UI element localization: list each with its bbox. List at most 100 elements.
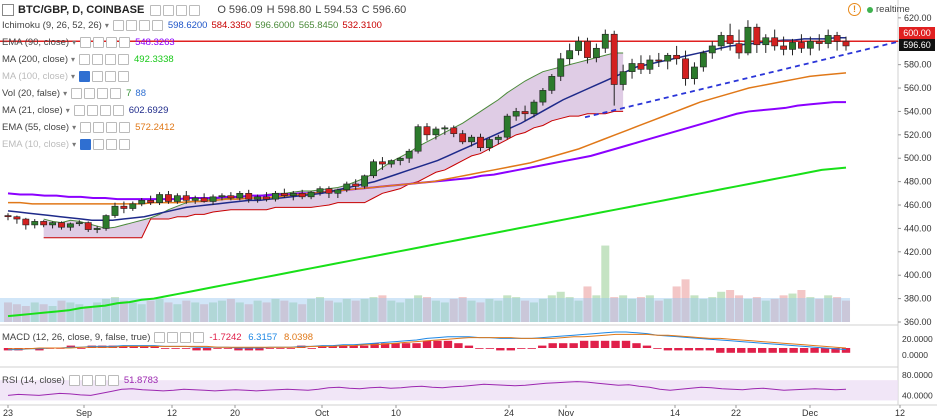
volume-bar <box>235 302 244 322</box>
settings-box-icon[interactable] <box>92 70 104 82</box>
settings-box-icon[interactable] <box>125 19 137 31</box>
settings-box-icon[interactable] <box>73 104 85 116</box>
candle-body <box>156 194 163 203</box>
volume-bar <box>601 245 610 322</box>
legend-row[interactable]: EMA (55, close) ▾ 572.2412 <box>2 120 179 134</box>
settings-box-icon[interactable] <box>97 87 109 99</box>
macd-histogram-bar <box>716 348 725 353</box>
legend-row[interactable]: Vol (20, false) ▾ 7 88 <box>2 86 150 100</box>
collapse-icon[interactable] <box>2 4 14 16</box>
settings-box-icon[interactable] <box>93 121 105 133</box>
candle-body <box>147 200 155 203</box>
volume-bar <box>209 302 218 322</box>
rsi-legend-buttons[interactable] <box>68 374 120 386</box>
legend-row[interactable]: MA (21, close) ▾ 602.6929 <box>2 103 172 117</box>
candle-body <box>637 63 645 70</box>
chevron-down-icon[interactable]: ▾ <box>65 105 70 115</box>
settings-box-icon[interactable] <box>112 104 124 116</box>
candle-body <box>263 196 270 200</box>
settings-box-icon[interactable] <box>105 70 117 82</box>
y-tick-label: 400.00 <box>904 270 932 280</box>
legend-row-buttons[interactable] <box>80 36 131 48</box>
candle-body <box>459 133 467 143</box>
volume-bar <box>289 302 298 322</box>
candle-body <box>503 115 511 138</box>
settings-box-icon[interactable] <box>71 87 83 99</box>
realtime-label: realtime <box>876 4 910 15</box>
chevron-down-icon[interactable]: ▾ <box>71 54 76 64</box>
settings-box-icon[interactable] <box>110 87 122 99</box>
settings-box-icon[interactable] <box>93 138 105 150</box>
macd-histogram-bar <box>464 345 474 348</box>
legend-row-buttons[interactable] <box>80 138 131 150</box>
candle-body <box>815 40 823 44</box>
settings-box-icon[interactable] <box>106 36 118 48</box>
eye-icon[interactable] <box>79 70 91 82</box>
chevron-down-icon[interactable]: ▾ <box>104 20 109 30</box>
legend-row-name: EMA (90, close) <box>2 36 70 48</box>
candle-body <box>31 221 39 226</box>
volume-bar <box>110 297 119 322</box>
settings-box-icon[interactable] <box>79 53 91 65</box>
candle-body <box>735 43 743 54</box>
settings-box-icon[interactable] <box>151 19 163 31</box>
legend-row-buttons[interactable] <box>79 53 130 65</box>
x-tick-label: Oct <box>315 408 330 418</box>
candle-body <box>387 160 395 165</box>
x-tick-label: 24 <box>504 408 514 418</box>
macd-histogram-bar <box>391 343 400 348</box>
candle-body <box>753 26 761 46</box>
macd-histogram-bar <box>778 348 788 353</box>
legend-row[interactable]: MA (200, close) ▾ 492.3338 <box>2 52 178 66</box>
header-buttons[interactable] <box>150 4 201 16</box>
volume-bar <box>779 295 788 322</box>
settings-box-icon[interactable] <box>119 36 131 48</box>
legend-row-buttons[interactable] <box>71 87 122 99</box>
settings-box-icon[interactable] <box>112 19 124 31</box>
candle-body <box>592 47 600 58</box>
chevron-down-icon[interactable]: ▾ <box>72 139 77 149</box>
legend-row[interactable]: Ichimoku (9, 26, 52, 26) ▾ 598.6200 584.335… <box>2 18 386 32</box>
settings-box-icon[interactable] <box>105 53 117 65</box>
legend-row-buttons[interactable] <box>73 104 125 116</box>
settings-box-icon[interactable] <box>84 87 96 99</box>
legend-value: 548.3263 <box>135 36 175 48</box>
macd-legend-buttons[interactable] <box>154 331 205 343</box>
candle-body <box>530 101 538 115</box>
legend-row[interactable]: EMA (10, close) ▾ <box>2 137 135 151</box>
chevron-down-icon[interactable]: ▾ <box>63 88 68 98</box>
macd-histogram-bar <box>276 348 285 349</box>
ohlc-low: L 594.53 <box>315 4 358 16</box>
settings-box-icon[interactable] <box>118 53 130 65</box>
ichimoku-span-a-line <box>43 52 624 229</box>
settings-box-icon[interactable] <box>106 138 118 150</box>
warning-icon[interactable]: ! <box>848 3 861 16</box>
legend-row-buttons[interactable] <box>112 19 164 31</box>
chevron-down-icon[interactable]: ▾ <box>71 71 76 81</box>
settings-box-icon[interactable] <box>119 121 131 133</box>
macd-histogram-bar <box>244 348 254 351</box>
eye-icon[interactable] <box>80 138 92 150</box>
settings-box-icon[interactable] <box>118 70 130 82</box>
settings-box-icon[interactable] <box>80 121 92 133</box>
settings-box-icon[interactable] <box>138 19 150 31</box>
chevron-down-icon[interactable]: ▾ <box>72 37 77 47</box>
legend-row[interactable]: EMA (90, close) ▾ 548.3263 <box>2 35 179 49</box>
legend-row-buttons[interactable] <box>79 70 130 82</box>
legend-row[interactable]: MA (100, close) ▾ <box>2 69 134 83</box>
ohlc-open: O 596.09 <box>217 4 263 16</box>
chevron-down-icon[interactable]: ▾ <box>72 122 77 132</box>
legend-row-buttons[interactable] <box>80 121 131 133</box>
candle-body <box>798 42 805 49</box>
settings-box-icon[interactable] <box>106 121 118 133</box>
settings-box-icon[interactable] <box>119 138 131 150</box>
candle-body <box>361 175 369 187</box>
settings-box-icon[interactable] <box>93 36 105 48</box>
macd-histogram-bar <box>265 348 275 349</box>
settings-box-icon[interactable] <box>80 36 92 48</box>
settings-box-icon[interactable] <box>92 53 104 65</box>
settings-box-icon[interactable] <box>99 104 111 116</box>
settings-box-icon[interactable] <box>86 104 98 116</box>
